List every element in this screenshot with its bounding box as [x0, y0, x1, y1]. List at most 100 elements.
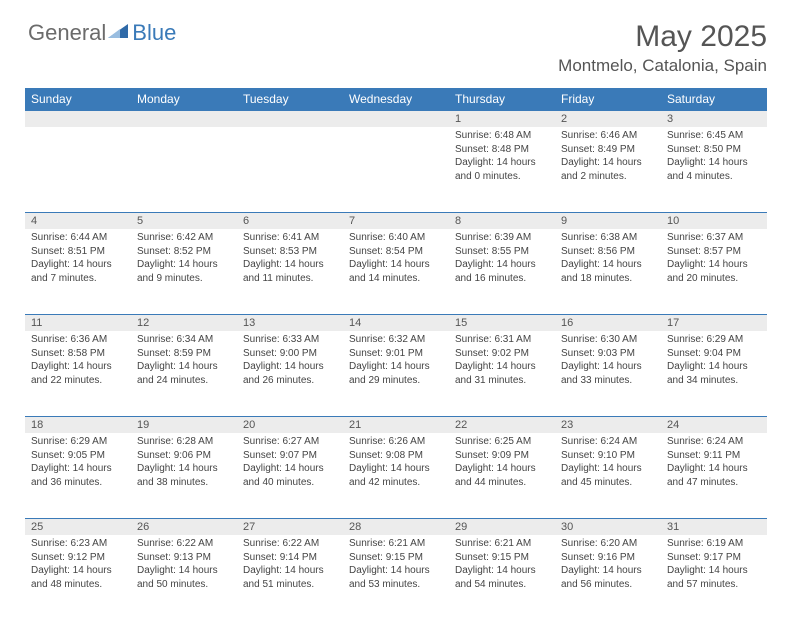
- day-number: 17: [661, 315, 767, 331]
- day-number: 12: [131, 315, 237, 331]
- day-cell: Sunrise: 6:38 AMSunset: 8:56 PMDaylight:…: [555, 229, 661, 314]
- day-cell: Sunrise: 6:36 AMSunset: 8:58 PMDaylight:…: [25, 331, 131, 416]
- daylight-text: Daylight: 14 hours and 0 minutes.: [455, 156, 549, 183]
- sunrise-text: Sunrise: 6:23 AM: [31, 537, 125, 551]
- sunset-text: Sunset: 9:11 PM: [667, 449, 761, 463]
- sunset-text: Sunset: 8:50 PM: [667, 143, 761, 157]
- sunrise-text: Sunrise: 6:22 AM: [137, 537, 231, 551]
- day-number: 19: [131, 417, 237, 433]
- day-number: 16: [555, 315, 661, 331]
- day-number: 11: [25, 315, 131, 331]
- sunrise-text: Sunrise: 6:21 AM: [455, 537, 549, 551]
- day-header-cell: Friday: [555, 88, 661, 110]
- daylight-text: Daylight: 14 hours and 34 minutes.: [667, 360, 761, 387]
- sunset-text: Sunset: 9:07 PM: [243, 449, 337, 463]
- day-number: 31: [661, 519, 767, 535]
- day-header-cell: Thursday: [449, 88, 555, 110]
- day-number: 29: [449, 519, 555, 535]
- daylight-text: Daylight: 14 hours and 4 minutes.: [667, 156, 761, 183]
- day-details: Sunrise: 6:24 AMSunset: 9:11 PMDaylight:…: [661, 433, 767, 491]
- day-number-row: 18192021222324: [25, 416, 767, 433]
- day-details: Sunrise: 6:31 AMSunset: 9:02 PMDaylight:…: [449, 331, 555, 389]
- day-number: 10: [661, 213, 767, 229]
- day-details: Sunrise: 6:23 AMSunset: 9:12 PMDaylight:…: [25, 535, 131, 593]
- day-cell: Sunrise: 6:22 AMSunset: 9:13 PMDaylight:…: [131, 535, 237, 620]
- day-cell: Sunrise: 6:31 AMSunset: 9:02 PMDaylight:…: [449, 331, 555, 416]
- day-number: 30: [555, 519, 661, 535]
- day-cell: Sunrise: 6:41 AMSunset: 8:53 PMDaylight:…: [237, 229, 343, 314]
- day-details: Sunrise: 6:33 AMSunset: 9:00 PMDaylight:…: [237, 331, 343, 389]
- day-number: 23: [555, 417, 661, 433]
- calendar: SundayMondayTuesdayWednesdayThursdayFrid…: [25, 88, 767, 620]
- day-number: 21: [343, 417, 449, 433]
- sunrise-text: Sunrise: 6:34 AM: [137, 333, 231, 347]
- day-details: Sunrise: 6:32 AMSunset: 9:01 PMDaylight:…: [343, 331, 449, 389]
- day-number: 4: [25, 213, 131, 229]
- day-cell: [237, 127, 343, 212]
- sunset-text: Sunset: 9:15 PM: [349, 551, 443, 565]
- sunrise-text: Sunrise: 6:42 AM: [137, 231, 231, 245]
- day-cell: Sunrise: 6:39 AMSunset: 8:55 PMDaylight:…: [449, 229, 555, 314]
- daylight-text: Daylight: 14 hours and 42 minutes.: [349, 462, 443, 489]
- day-cell: Sunrise: 6:33 AMSunset: 9:00 PMDaylight:…: [237, 331, 343, 416]
- daylight-text: Daylight: 14 hours and 56 minutes.: [561, 564, 655, 591]
- day-cell: Sunrise: 6:24 AMSunset: 9:10 PMDaylight:…: [555, 433, 661, 518]
- day-number: 8: [449, 213, 555, 229]
- day-cell: Sunrise: 6:29 AMSunset: 9:04 PMDaylight:…: [661, 331, 767, 416]
- sunrise-text: Sunrise: 6:33 AM: [243, 333, 337, 347]
- day-header-cell: Sunday: [25, 88, 131, 110]
- daylight-text: Daylight: 14 hours and 22 minutes.: [31, 360, 125, 387]
- day-details: Sunrise: 6:48 AMSunset: 8:48 PMDaylight:…: [449, 127, 555, 185]
- sunrise-text: Sunrise: 6:29 AM: [667, 333, 761, 347]
- sunset-text: Sunset: 9:09 PM: [455, 449, 549, 463]
- day-details: [131, 127, 237, 131]
- sunset-text: Sunset: 8:58 PM: [31, 347, 125, 361]
- day-details: Sunrise: 6:38 AMSunset: 8:56 PMDaylight:…: [555, 229, 661, 287]
- day-number: 15: [449, 315, 555, 331]
- day-details: Sunrise: 6:40 AMSunset: 8:54 PMDaylight:…: [343, 229, 449, 287]
- sunset-text: Sunset: 9:04 PM: [667, 347, 761, 361]
- logo-text-blue: Blue: [132, 20, 176, 46]
- triangle-icon: [108, 22, 130, 45]
- day-cell: Sunrise: 6:27 AMSunset: 9:07 PMDaylight:…: [237, 433, 343, 518]
- day-number: 18: [25, 417, 131, 433]
- sunset-text: Sunset: 9:13 PM: [137, 551, 231, 565]
- sunset-text: Sunset: 9:15 PM: [455, 551, 549, 565]
- day-cell: Sunrise: 6:44 AMSunset: 8:51 PMDaylight:…: [25, 229, 131, 314]
- sunrise-text: Sunrise: 6:48 AM: [455, 129, 549, 143]
- daylight-text: Daylight: 14 hours and 48 minutes.: [31, 564, 125, 591]
- daylight-text: Daylight: 14 hours and 53 minutes.: [349, 564, 443, 591]
- day-cell: Sunrise: 6:42 AMSunset: 8:52 PMDaylight:…: [131, 229, 237, 314]
- day-details: Sunrise: 6:29 AMSunset: 9:04 PMDaylight:…: [661, 331, 767, 389]
- day-header-row: SundayMondayTuesdayWednesdayThursdayFrid…: [25, 88, 767, 110]
- day-details: Sunrise: 6:20 AMSunset: 9:16 PMDaylight:…: [555, 535, 661, 593]
- day-cell: Sunrise: 6:24 AMSunset: 9:11 PMDaylight:…: [661, 433, 767, 518]
- day-number: [131, 111, 237, 127]
- day-number: 7: [343, 213, 449, 229]
- day-header-cell: Monday: [131, 88, 237, 110]
- week-row: Sunrise: 6:44 AMSunset: 8:51 PMDaylight:…: [25, 229, 767, 314]
- day-cell: [343, 127, 449, 212]
- day-number-row: 25262728293031: [25, 518, 767, 535]
- sunrise-text: Sunrise: 6:21 AM: [349, 537, 443, 551]
- day-cell: Sunrise: 6:46 AMSunset: 8:49 PMDaylight:…: [555, 127, 661, 212]
- day-number: [237, 111, 343, 127]
- day-number-row: 123: [25, 110, 767, 127]
- day-number-row: 45678910: [25, 212, 767, 229]
- sunrise-text: Sunrise: 6:45 AM: [667, 129, 761, 143]
- day-cell: [131, 127, 237, 212]
- sunset-text: Sunset: 8:53 PM: [243, 245, 337, 259]
- day-details: Sunrise: 6:45 AMSunset: 8:50 PMDaylight:…: [661, 127, 767, 185]
- daylight-text: Daylight: 14 hours and 40 minutes.: [243, 462, 337, 489]
- day-details: Sunrise: 6:21 AMSunset: 9:15 PMDaylight:…: [449, 535, 555, 593]
- day-cell: [25, 127, 131, 212]
- day-details: Sunrise: 6:28 AMSunset: 9:06 PMDaylight:…: [131, 433, 237, 491]
- sunset-text: Sunset: 9:08 PM: [349, 449, 443, 463]
- day-cell: Sunrise: 6:34 AMSunset: 8:59 PMDaylight:…: [131, 331, 237, 416]
- day-number: 28: [343, 519, 449, 535]
- sunset-text: Sunset: 8:55 PM: [455, 245, 549, 259]
- day-cell: Sunrise: 6:45 AMSunset: 8:50 PMDaylight:…: [661, 127, 767, 212]
- week-row: Sunrise: 6:29 AMSunset: 9:05 PMDaylight:…: [25, 433, 767, 518]
- day-cell: Sunrise: 6:19 AMSunset: 9:17 PMDaylight:…: [661, 535, 767, 620]
- daylight-text: Daylight: 14 hours and 14 minutes.: [349, 258, 443, 285]
